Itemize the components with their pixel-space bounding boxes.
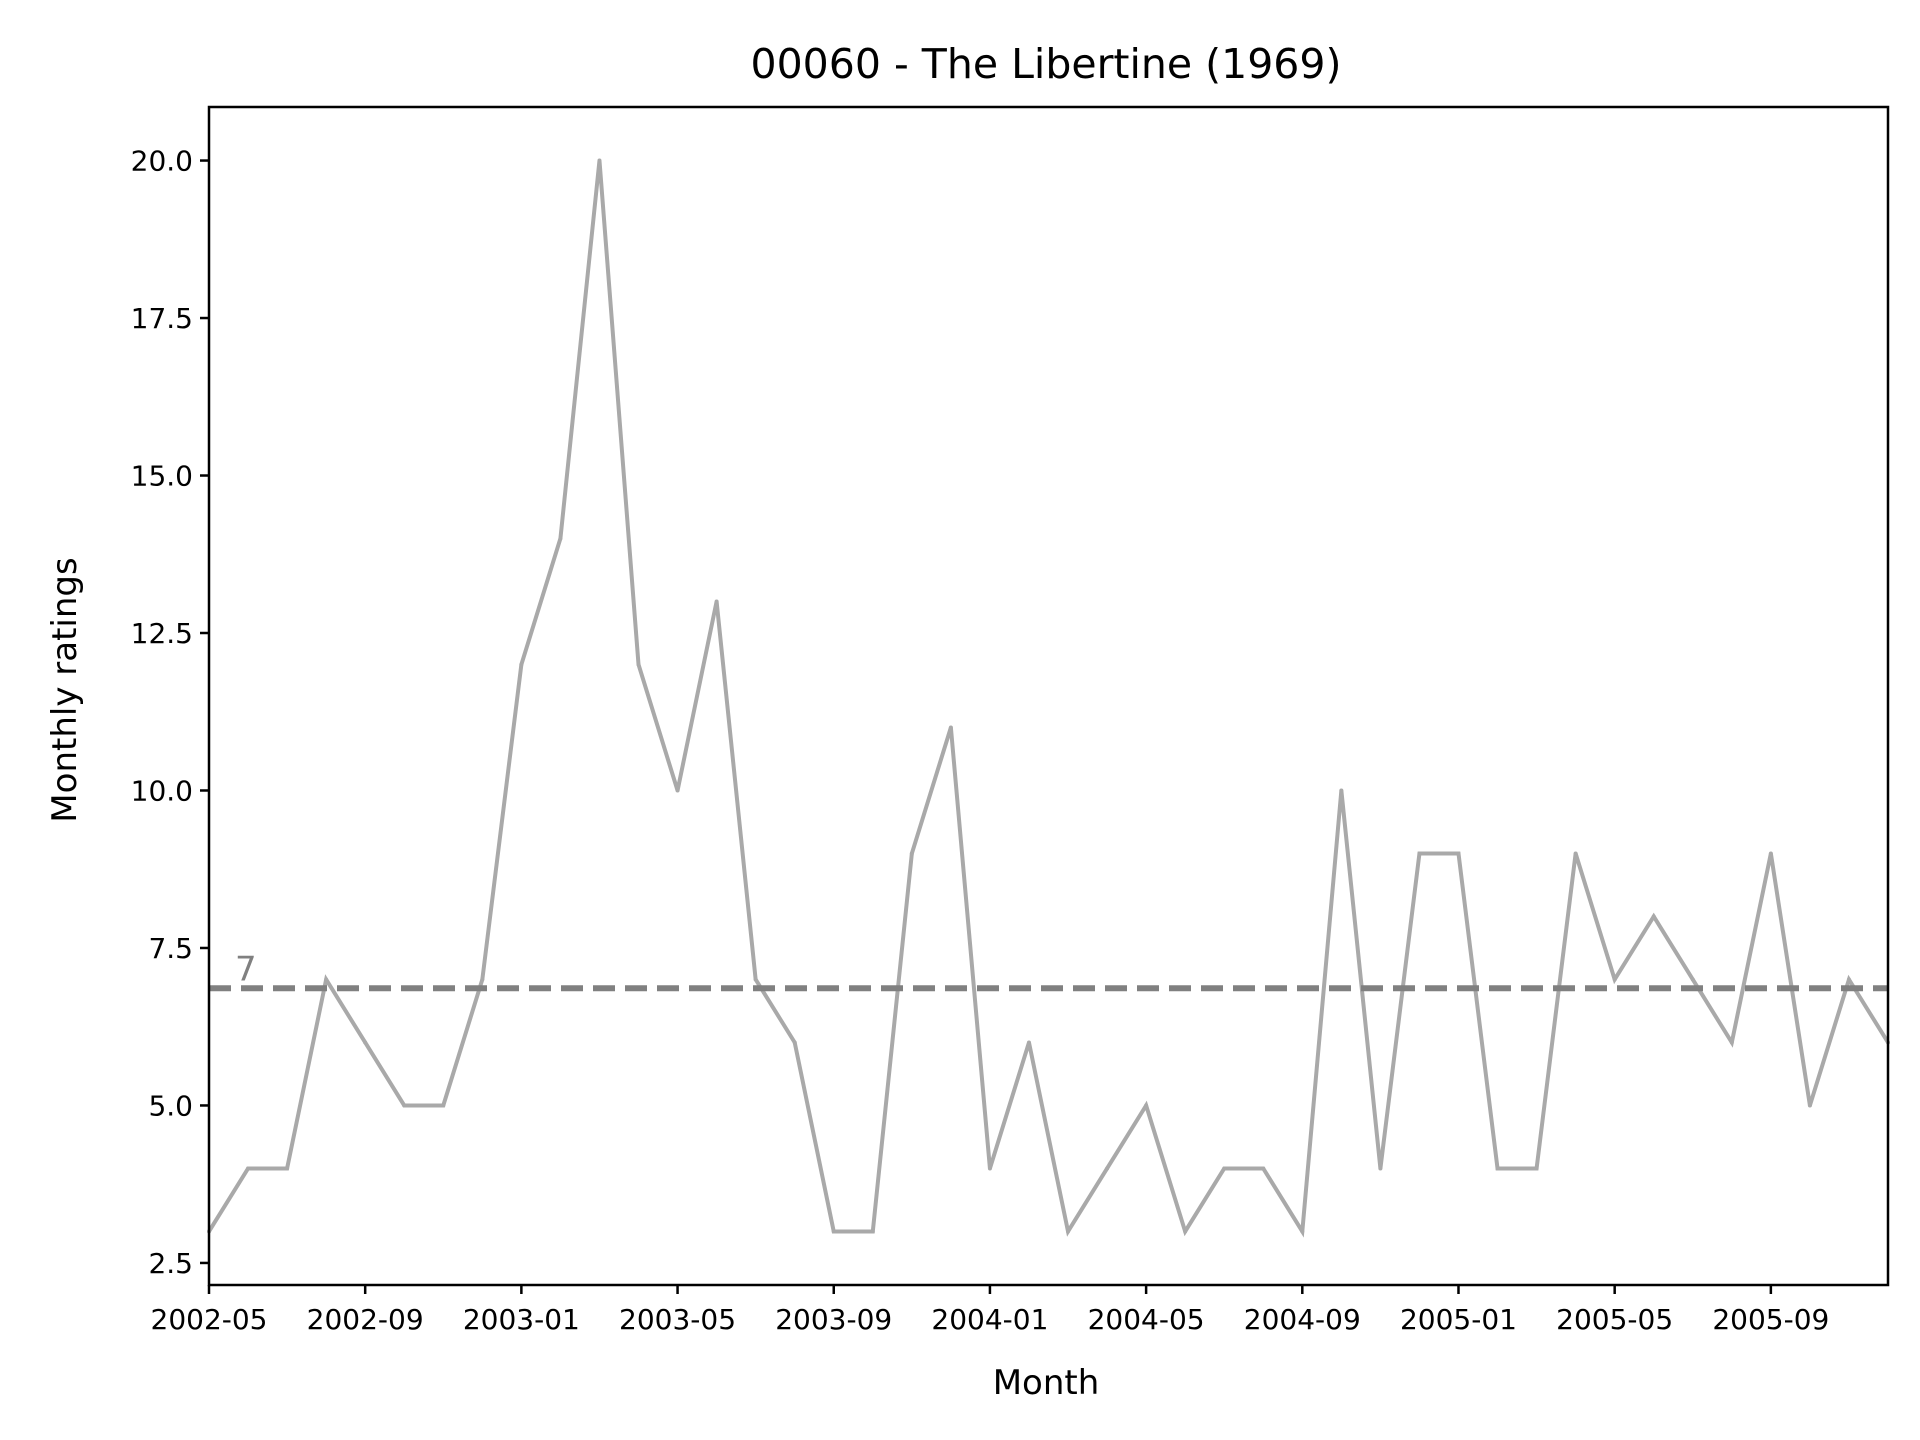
data-point [480, 977, 485, 982]
data-point [1183, 1229, 1188, 1234]
y-tick-label: 15.0 [131, 460, 193, 493]
data-point [285, 1166, 290, 1171]
data-point [1573, 851, 1578, 856]
data-point [1768, 851, 1773, 856]
data-point [714, 599, 719, 604]
x-tick-label: 2003-01 [463, 1303, 580, 1336]
data-point [1378, 1166, 1383, 1171]
y-tick-label: 20.0 [131, 145, 193, 178]
y-tick-label: 10.0 [131, 774, 193, 807]
x-tick-label: 2005-01 [1400, 1303, 1517, 1336]
data-point [636, 662, 641, 667]
data-point [1339, 788, 1344, 793]
data-point [1456, 851, 1461, 856]
data-point [597, 158, 602, 163]
data-point [1066, 1229, 1071, 1234]
data-point [753, 977, 758, 982]
data-point [324, 977, 329, 982]
data-point [675, 788, 680, 793]
x-tick-label: 2005-05 [1556, 1303, 1673, 1336]
data-point [1144, 1103, 1149, 1108]
x-axis-label: Month [993, 1363, 1100, 1403]
series-points [207, 158, 1890, 1234]
data-point [792, 1040, 797, 1045]
data-point [1105, 1166, 1110, 1171]
x-tick-label: 2004-01 [931, 1303, 1048, 1336]
data-point [363, 1040, 368, 1045]
chart-title: 00060 - The Libertine (1969) [751, 40, 1342, 88]
x-tick-label: 2002-05 [151, 1303, 268, 1336]
data-point [870, 1229, 875, 1234]
x-tick-label: 2003-09 [775, 1303, 892, 1336]
data-point [246, 1166, 251, 1171]
data-point [1846, 977, 1851, 982]
data-point [558, 536, 563, 541]
data-point [1690, 977, 1695, 982]
x-axis-ticks: 2002-05 2002-09 2003-01 2003-05 2003-09 2004-… [151, 1285, 1829, 1336]
x-tick-label: 2004-05 [1088, 1303, 1205, 1336]
data-point [1534, 1166, 1539, 1171]
data-point [402, 1103, 407, 1108]
x-tick-label: 2005-09 [1712, 1303, 1829, 1336]
x-tick-label: 2003-05 [619, 1303, 736, 1336]
y-tick-label: 12.5 [131, 617, 193, 650]
data-point [1651, 914, 1656, 919]
data-point [1807, 1103, 1812, 1108]
x-tick-label: 2002-09 [307, 1303, 424, 1336]
x-tick-label: 2004-09 [1244, 1303, 1361, 1336]
data-point [1612, 977, 1617, 982]
data-point [1417, 851, 1422, 856]
data-point [519, 662, 524, 667]
data-point [1222, 1166, 1227, 1171]
data-point [1026, 1040, 1031, 1045]
y-tick-label: 17.5 [131, 302, 193, 335]
plot-frame [207, 105, 1890, 1287]
series-line [207, 160, 1890, 1238]
data-point [831, 1229, 836, 1234]
data-point [948, 725, 953, 730]
reference-line-label: 7 [235, 949, 257, 989]
data-point [1300, 1229, 1305, 1234]
y-tick-label: 2.5 [148, 1247, 193, 1280]
y-axis-ticks: 2.5 5.0 7.5 10.0 12.5 15.0 17.5 20.0 [131, 145, 209, 1280]
data-point [1261, 1166, 1266, 1171]
data-point [909, 851, 914, 856]
data-point [987, 1166, 992, 1171]
y-tick-label: 5.0 [148, 1089, 193, 1122]
data-point [441, 1103, 446, 1108]
y-axis-label: Monthly ratings [45, 557, 85, 822]
data-point [1495, 1166, 1500, 1171]
y-tick-label: 7.5 [148, 932, 193, 965]
data-point [1729, 1040, 1734, 1045]
